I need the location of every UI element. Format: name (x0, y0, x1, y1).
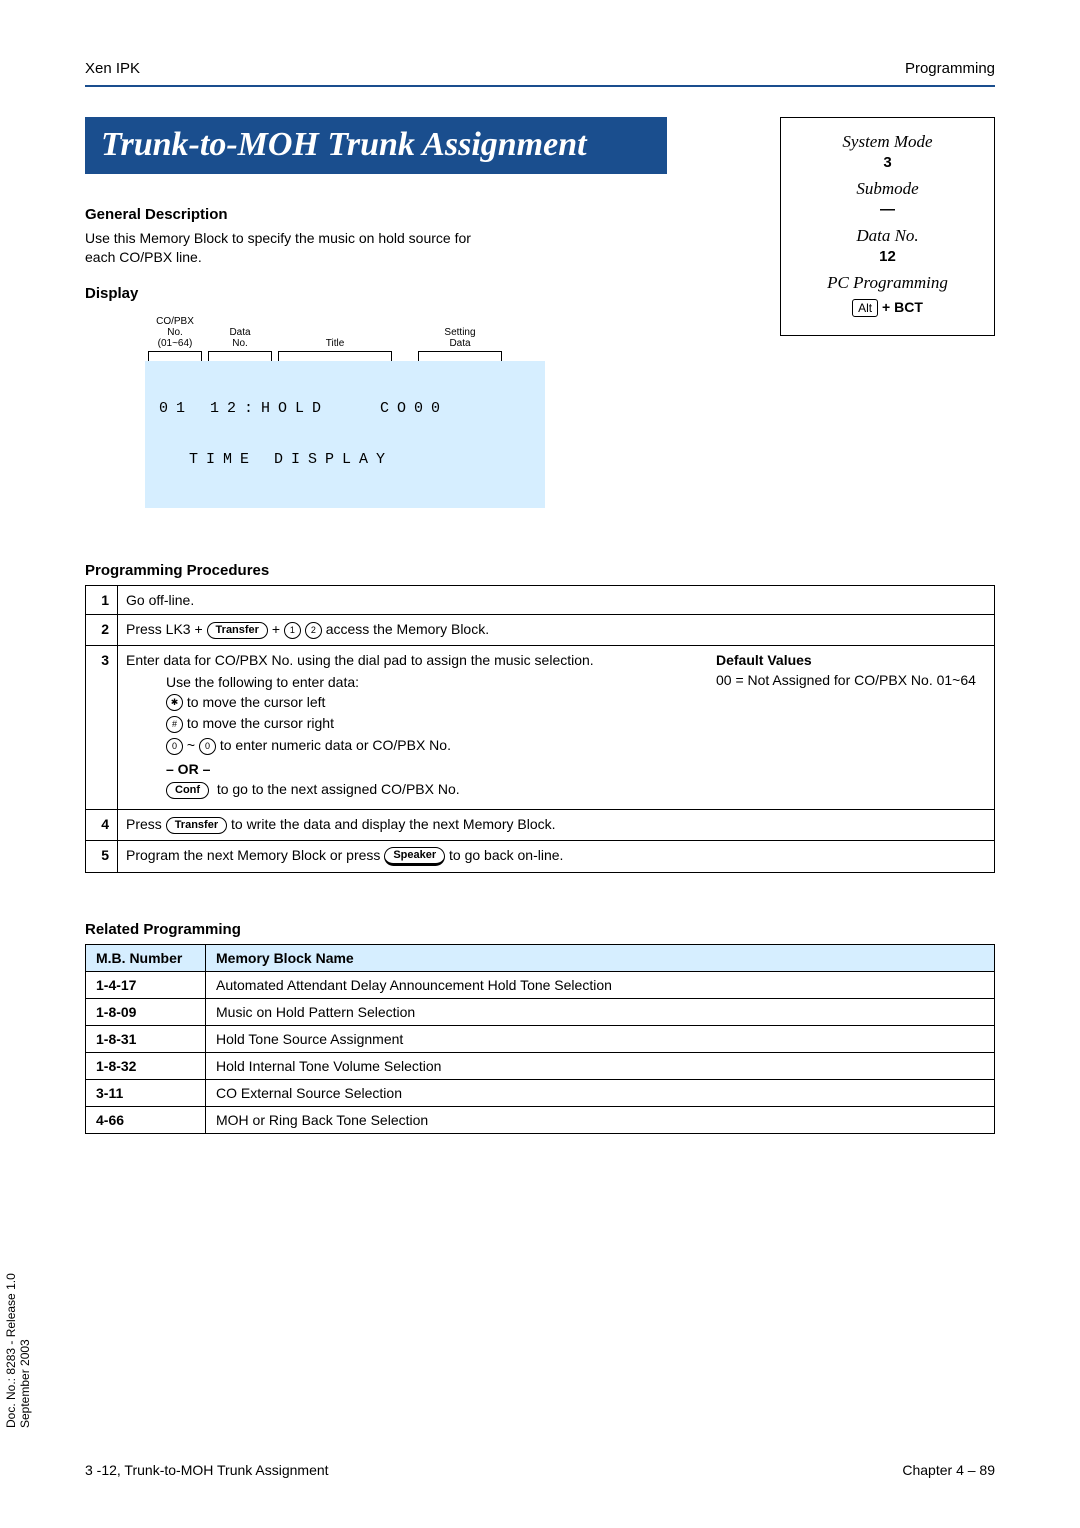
related-heading: Related Programming (85, 921, 995, 938)
step-num: 4 (86, 809, 118, 840)
step3-star: ✱ to move the cursor left (166, 694, 986, 712)
procedures-table: 1 Go off-line. 2 Press LK3 + Transfer + … (85, 585, 995, 873)
step-text: Go off-line. (118, 585, 995, 614)
display-diagram: CO/PBX No. (01~64) Data No. Title Settin… (145, 316, 545, 508)
disp-col1-l3: (01~64) (145, 338, 205, 349)
dialkey-1-icon: 1 (284, 622, 301, 639)
disp-col1-l2: No. (145, 327, 205, 338)
transfer-button-icon: Transfer (207, 622, 268, 639)
step2-pre: Press LK3 + (126, 621, 207, 637)
table-header-row: M.B. Number Memory Block Name (86, 944, 995, 971)
step5-post: to go back on-line. (449, 847, 563, 863)
mode-box: System Mode 3 Submode — Data No. 12 PC P… (780, 117, 995, 336)
step3-num: 0 ~ 0 to enter numeric data or CO/PBX No… (166, 737, 986, 755)
general-heading: General Description (85, 206, 750, 223)
table-row: 4-66MOH or Ring Back Tone Selection (86, 1106, 995, 1133)
default-values-box: Default Values 00 = Not Assigned for CO/… (716, 652, 986, 688)
page-footer: 3 -12, Trunk-to-MOH Trunk Assignment Cha… (85, 1462, 995, 1478)
table-row: 3 Default Values 00 = Not Assigned for C… (86, 645, 995, 809)
disp-col3: Title (275, 338, 395, 349)
star-key-icon: ✱ (166, 694, 183, 711)
speaker-button-icon: Speaker (384, 847, 445, 866)
step2-post: access the Memory Block. (326, 621, 489, 637)
submode-label: Submode (801, 179, 974, 199)
disp-col2-l1: Data (205, 327, 275, 338)
step-num: 5 (86, 840, 118, 872)
step-cell: Default Values 00 = Not Assigned for CO/… (118, 645, 995, 809)
step-cell: Press Transfer to write the data and dis… (118, 809, 995, 840)
display-heading: Display (85, 285, 750, 302)
zero-key-icon: 0 (199, 738, 216, 755)
submode-val: — (801, 201, 974, 218)
conf-button-icon: Conf (166, 782, 209, 799)
table-row: 1-8-09Music on Hold Pattern Selection (86, 998, 995, 1025)
table-row: 2 Press LK3 + Transfer + 1 2 access the … (86, 614, 995, 645)
hash-key-icon: # (166, 716, 183, 733)
display-lcd: 01 12:HOLD CO00 TIME DISPLAY (145, 361, 545, 508)
default-values-heading: Default Values (716, 652, 986, 668)
step2-mid: + (272, 621, 284, 637)
step3-conf: Conf to go to the next assigned CO/PBX N… (166, 781, 986, 799)
table-row: 1-4-17Automated Attendant Delay Announce… (86, 971, 995, 998)
disp-col2-l2: No. (205, 338, 275, 349)
step4-post: to write the data and display the next M… (231, 816, 556, 832)
table-row: 1-8-31Hold Tone Source Assignment (86, 1025, 995, 1052)
table-row: 4 Press Transfer to write the data and d… (86, 809, 995, 840)
table-row: 1 Go off-line. (86, 585, 995, 614)
disp-col4-l2: Data (415, 338, 505, 349)
system-mode-val: 3 (801, 154, 974, 171)
step5-pre: Program the next Memory Block or press (126, 847, 384, 863)
col-mb-name: Memory Block Name (206, 944, 995, 971)
step3-hash: # to move the cursor right (166, 715, 986, 733)
step-cell: Program the next Memory Block or press S… (118, 840, 995, 872)
general-text: Use this Memory Block to specify the mus… (85, 229, 505, 267)
page-title: Trunk-to-MOH Trunk Assignment (85, 117, 667, 174)
step4-pre: Press (126, 816, 166, 832)
related-table: M.B. Number Memory Block Name 1-4-17Auto… (85, 944, 995, 1134)
disp-col4-l1: Setting (415, 327, 505, 338)
footer-right: Chapter 4 – 89 (902, 1462, 995, 1478)
step-num: 2 (86, 614, 118, 645)
col-mb-number: M.B. Number (86, 944, 206, 971)
dialkey-2-icon: 2 (305, 622, 322, 639)
step-cell: Press LK3 + Transfer + 1 2 access the Me… (118, 614, 995, 645)
or-line: – OR – (166, 761, 986, 777)
doc-info-sidetext: Doc. No.: 8283 - Release 1.0 September 2… (4, 1273, 32, 1428)
step-num: 3 (86, 645, 118, 809)
table-row: 3-11CO External Source Selection (86, 1079, 995, 1106)
pcprog-suffix: + BCT (878, 299, 923, 315)
header-right: Programming (905, 60, 995, 77)
header-divider (85, 85, 995, 87)
lcd-row1: 01 12:HOLD CO00 (159, 400, 537, 417)
lcd-row2: TIME DISPLAY (159, 451, 537, 468)
header-left: Xen IPK (85, 60, 140, 77)
default-values-text: 00 = Not Assigned for CO/PBX No. 01~64 (716, 672, 986, 688)
table-row: 1-8-32Hold Internal Tone Volume Selectio… (86, 1052, 995, 1079)
system-mode-label: System Mode (801, 132, 974, 152)
disp-col1-l1: CO/PBX (145, 316, 205, 327)
alt-key: Alt (852, 299, 878, 317)
page-header: Xen IPK Programming (85, 60, 995, 77)
datano-label: Data No. (801, 226, 974, 246)
step-num: 1 (86, 585, 118, 614)
table-row: 5 Program the next Memory Block or press… (86, 840, 995, 872)
transfer-button-icon: Transfer (166, 817, 227, 834)
zero-key-icon: 0 (166, 738, 183, 755)
footer-left: 3 -12, Trunk-to-MOH Trunk Assignment (85, 1462, 329, 1478)
procedures-heading: Programming Procedures (85, 562, 995, 579)
datano-val: 12 (801, 248, 974, 265)
pcprog-label: PC Programming (801, 273, 974, 293)
pcprog-key-row: Alt + BCT (801, 299, 974, 317)
